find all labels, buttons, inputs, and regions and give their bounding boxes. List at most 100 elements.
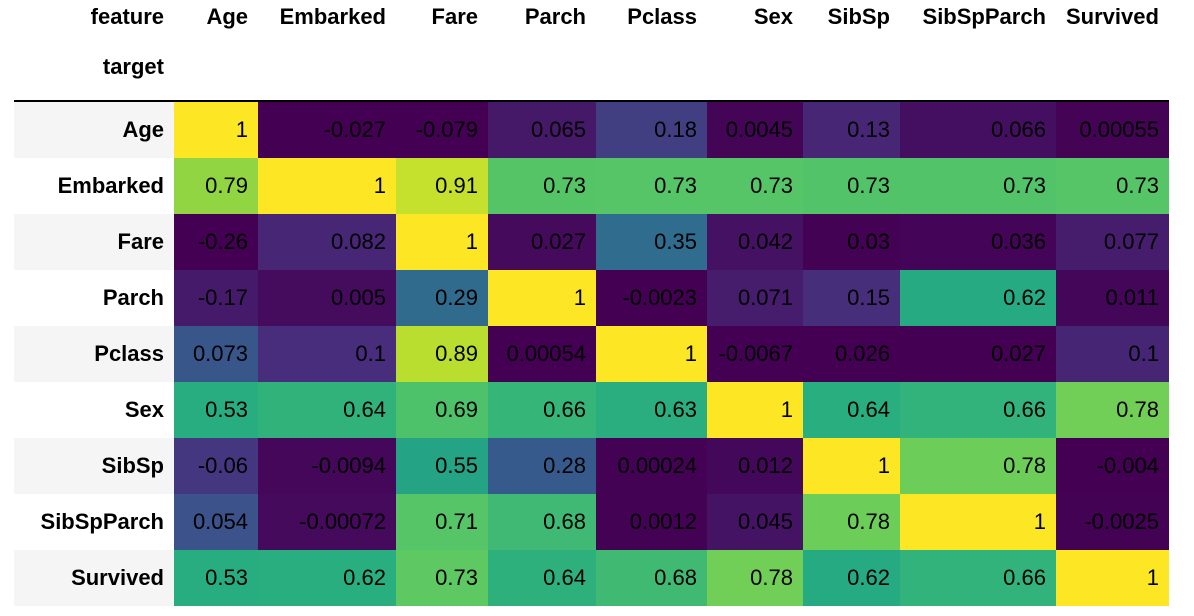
heatmap-cell: 0.71 [396,494,488,550]
table-row: Parch -0.17 0.005 0.29 1 -0.0023 0.071 0.15 0.62… [14,270,1169,326]
heatmap-cell: 0.00054 [488,326,596,382]
heatmap-cell: 0.082 [258,214,396,270]
heatmap-cell: 1 [488,270,596,326]
row-header: SibSp [14,438,174,494]
heatmap-cell: 0.13 [803,102,900,158]
heatmap-cell: 0.79 [174,158,258,214]
row-header: Embarked [14,158,174,214]
heatmap-cell: 0.62 [258,550,396,606]
heatmap-cell: 0.55 [396,438,488,494]
heatmap-cell: 0.026 [803,326,900,382]
table-row: Pclass 0.073 0.1 0.89 0.00054 1 -0.0067 0.026 0.… [14,326,1169,382]
heatmap-cell: 0.63 [596,382,707,438]
heatmap-cell: 0.065 [488,102,596,158]
heatmap-cell: 0.036 [900,214,1056,270]
heatmap-cell: 0.73 [707,158,803,214]
heatmap-cell: 0.68 [488,494,596,550]
column-header: Age [206,4,248,29]
column-header: SibSp [827,4,890,29]
heatmap-cell: 0.64 [803,382,900,438]
heatmap-cell: -0.26 [174,214,258,270]
heatmap-cell: 0.73 [1056,158,1169,214]
column-header: Parch [524,4,586,29]
heatmap-cell: 0.35 [596,214,707,270]
heatmap-cell: 0.91 [396,158,488,214]
heatmap-cell: 0.64 [488,550,596,606]
heatmap-cell: -0.079 [396,102,488,158]
heatmap-cell: -0.17 [174,270,258,326]
heatmap-cell: -0.0025 [1056,494,1169,550]
heatmap-cell: 0.28 [488,438,596,494]
column-header: Sex [753,4,793,29]
heatmap-cell: 0.69 [396,382,488,438]
header-divider [14,100,1169,102]
table-row: Fare -0.26 0.082 1 0.027 0.35 0.042 0.03 0.036 0.… [14,214,1169,270]
table-row: SibSp -0.06 -0.0094 0.55 0.28 0.00024 0.012 1 0.… [14,438,1169,494]
heatmap-cell: 1 [900,494,1056,550]
heatmap-cell: 0.73 [596,158,707,214]
heatmap-cell: 1 [803,438,900,494]
heatmap-cell: 0.0012 [596,494,707,550]
heatmap-cell: 0.78 [1056,382,1169,438]
row-header: Parch [14,270,174,326]
heatmap-cell: 0.027 [900,326,1056,382]
table-row: Embarked 0.79 1 0.91 0.73 0.73 0.73 0.73 0.73 0.7… [14,158,1169,214]
correlation-table: feature Age Embarked Fare Parch Pclass Sex Sib… [14,0,1169,606]
column-header: Fare [431,4,478,29]
heatmap-cell: -0.00072 [258,494,396,550]
columns-axis-label: feature [90,4,164,29]
heatmap-cell: 0.68 [596,550,707,606]
heatmap-cell: 0.005 [258,270,396,326]
heatmap-cell: 0.89 [396,326,488,382]
heatmap-cell: 0.73 [803,158,900,214]
heatmap-cell: 0.73 [900,158,1056,214]
heatmap-cell: 0.00024 [596,438,707,494]
row-axis-header-row: target [14,34,1169,100]
heatmap-cell: 1 [174,102,258,158]
heatmap-cell: 0.53 [174,382,258,438]
heatmap-cell: 0.011 [1056,270,1169,326]
heatmap-cell: 0.64 [258,382,396,438]
heatmap-cell: 0.62 [803,550,900,606]
column-header: SibSpParch [922,4,1046,29]
heatmap-cell: 0.1 [1056,326,1169,382]
heatmap-cell: -0.0023 [596,270,707,326]
heatmap-cell: 0.66 [900,550,1056,606]
heatmap-cell: 0.29 [396,270,488,326]
heatmap-body: Age 1 -0.027 -0.079 0.065 0.18 0.0045 0.13 0.066… [14,102,1169,606]
heatmap-cell: 0.78 [707,550,803,606]
heatmap-cell: 1 [707,382,803,438]
heatmap-cell: 1 [396,214,488,270]
header-rule [14,100,1169,102]
heatmap-cell: -0.027 [258,102,396,158]
column-header: Embarked [279,4,386,29]
row-header: SibSpParch [14,494,174,550]
heatmap-cell: -0.0094 [258,438,396,494]
heatmap-cell: 0.18 [596,102,707,158]
heatmap-cell: 0.00055 [1056,102,1169,158]
table-row: Sex 0.53 0.64 0.69 0.66 0.63 1 0.64 0.66 0.78 [14,382,1169,438]
heatmap-cell: 0.53 [174,550,258,606]
row-header: Pclass [14,326,174,382]
column-header-row: feature Age Embarked Fare Parch Pclass Sex Sib… [14,0,1169,34]
heatmap-cell: 0.054 [174,494,258,550]
heatmap-cell: 0.066 [900,102,1056,158]
heatmap-cell: 0.027 [488,214,596,270]
heatmap-cell: -0.004 [1056,438,1169,494]
rows-axis-label: target [102,54,164,79]
heatmap-cell: 0.03 [803,214,900,270]
table-row: Survived 0.53 0.62 0.73 0.64 0.68 0.78 0.62 0.66… [14,550,1169,606]
heatmap-cell: 0.78 [900,438,1056,494]
row-header: Survived [14,550,174,606]
row-header: Age [14,102,174,158]
heatmap-cell: -0.0067 [707,326,803,382]
heatmap-cell: 0.62 [900,270,1056,326]
heatmap-cell: 0.66 [488,382,596,438]
column-header: Survived [1066,4,1159,29]
row-header: Sex [14,382,174,438]
heatmap-cell: 0.045 [707,494,803,550]
heatmap-cell: 0.071 [707,270,803,326]
heatmap-cell: -0.06 [174,438,258,494]
heatmap-cell: 0.0045 [707,102,803,158]
header-spacer [174,34,1169,100]
